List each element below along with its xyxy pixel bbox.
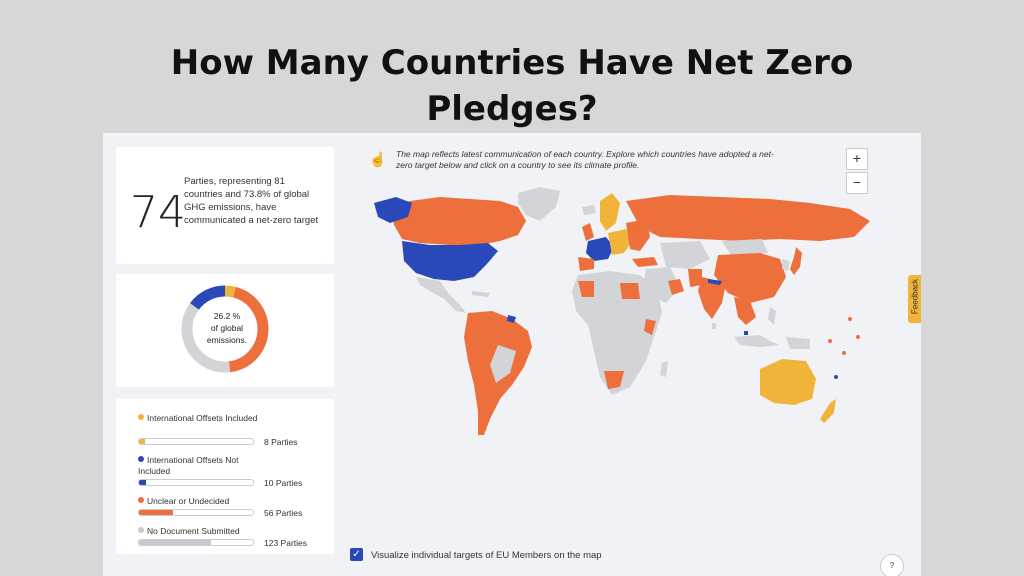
sri-lanka [712,323,716,329]
emissions-donut-chart [181,285,269,373]
zoom-in-button[interactable]: + [846,148,868,170]
slide-title-line-1: How Many Countries Have Net Zero [170,43,854,83]
western-europe [586,237,614,261]
legend-bar-fill [139,540,211,545]
net-zero-count: 74 [130,187,186,238]
legend-card: International Offsets Included 8 Parties… [116,399,334,554]
eu-members-checkbox-label: Visualize individual targets of EU Membe… [371,550,602,561]
net-zero-description: Parties, representing 81 countries and 7… [184,176,319,226]
legend-bar-fill [139,439,145,444]
guiana [507,315,516,323]
russia [626,195,870,241]
legend-bar [138,539,254,546]
japan [790,247,802,275]
donut-percent: 26.2 % [213,311,241,321]
africa [572,271,662,395]
turkey [632,257,658,267]
hand-pointer-icon: ☝ [369,151,387,167]
net-zero-stat-card: 74 Parties, representing 81 countries an… [116,147,334,264]
madagascar [660,361,668,377]
zoom-out-button[interactable]: − [846,172,868,194]
eu-members-checkbox[interactable]: ✓ [350,548,363,561]
singapore [744,331,748,335]
map-info-text: The map reflects latest communication of… [396,149,774,170]
legend-bar [138,479,254,486]
legend-label: International Offsets Not Included [138,455,239,476]
africa-northeast [620,283,640,299]
philippines [768,307,776,325]
legend-label: International Offsets Included [138,413,258,424]
papua [786,337,810,349]
east-africa [644,319,656,335]
mongolia [722,239,768,257]
south-africa [604,371,624,389]
pacific-island-2 [842,351,846,355]
slide-title: How Many Countries Have Net Zero Pledges… [0,40,1024,132]
feedback-tab[interactable]: Feedback [908,275,921,323]
saudi-region [668,279,684,295]
australia [760,359,816,405]
legend-bar [138,438,254,445]
new-zealand [820,399,836,423]
gray-dot-icon [138,527,144,533]
pacific-island-4 [848,317,852,321]
south-america-gray [490,345,516,383]
nepal [708,279,722,285]
greenland [518,187,560,221]
legend-count: 10 Parties [264,478,303,488]
legend-bar-fill [139,510,174,515]
donut-segment-2 [181,285,269,373]
legend-bar [138,509,254,516]
legend-count: 8 Parties [264,437,298,447]
india [698,277,726,319]
central-asia [660,241,710,269]
pacific-island-3 [834,375,838,379]
legend-bar-fill [139,480,146,485]
canada [392,197,526,245]
africa-north [578,281,594,297]
yellow-dot-icon [138,414,144,420]
donut-segment-1 [181,285,269,373]
scandinavia [600,193,620,231]
legend-count: 123 Parties [264,538,307,548]
donut-center-label: 26.2 % of global emissions. [204,310,250,346]
dashboard-screenshot: 74 Parties, representing 81 countries an… [103,133,921,576]
uk [582,223,594,241]
caribbean [472,291,490,297]
emissions-donut-card: 26.2 % of global emissions. [116,274,334,387]
mexico [416,277,466,313]
usa [402,241,498,281]
alaska [374,197,412,223]
pacific-island-5 [856,335,860,339]
slide-title-line-2: Pledges? [426,89,598,129]
donut-text-2: emissions. [206,335,248,345]
iceland [582,205,596,215]
world-map[interactable] [350,141,921,541]
legend-count: 56 Parties [264,508,303,518]
southeast-asia [734,297,756,325]
map-area[interactable]: ☝ The map reflects latest communication … [350,141,921,576]
orange-dot-icon [138,497,144,503]
central-europe [608,229,632,255]
help-button[interactable]: ? [880,554,904,576]
iberia [578,257,594,271]
korea [782,259,790,271]
pacific-island-1 [828,339,832,343]
legend-label: No Document Submitted [138,526,258,537]
pakistan [688,269,702,287]
china [714,253,786,303]
indonesia [734,335,780,347]
blue-dot-icon [138,456,144,462]
donut-segment-3 [181,285,269,373]
legend-label: Unclear or Undecided [138,496,258,507]
donut-text-1: of global [210,323,244,333]
